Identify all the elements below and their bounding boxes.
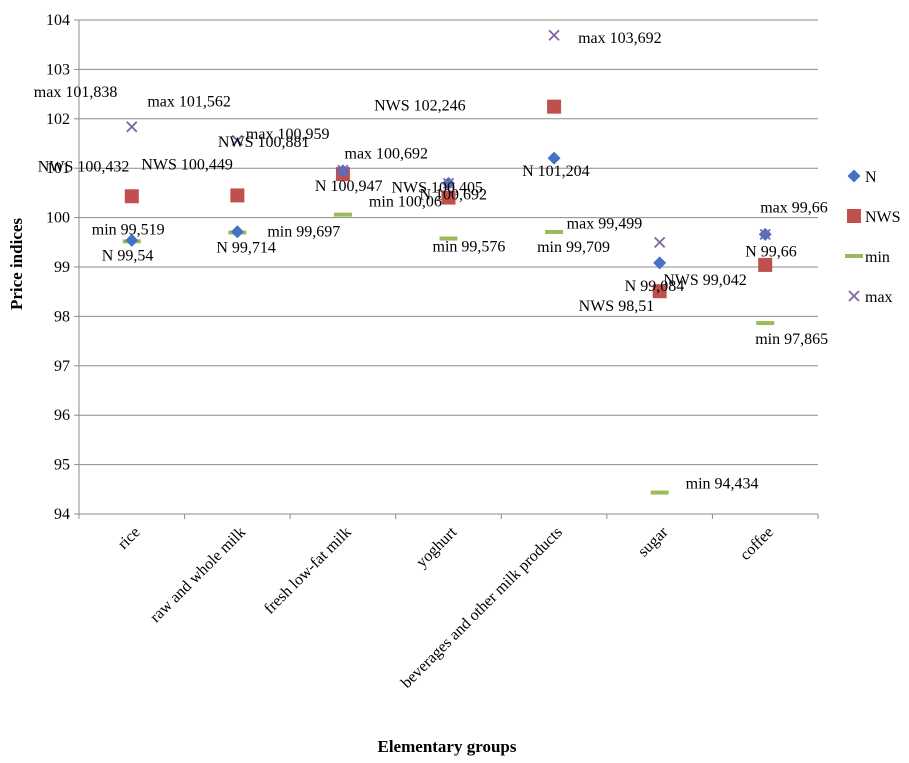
y-tick-label: 100: [46, 210, 70, 227]
legend-marker-max: [848, 290, 860, 302]
marker-max: [548, 29, 560, 41]
y-tick-label: 97: [54, 358, 70, 375]
marker-nws: [124, 189, 139, 204]
data-label-n: N 99,54: [102, 247, 154, 264]
y-tick-label: 104: [46, 12, 70, 29]
data-label-nws: NWS 100,449: [141, 156, 233, 173]
marker-max: [442, 177, 455, 190]
legend-marker-nws: [847, 209, 861, 223]
x-category-label: coffee: [737, 524, 777, 564]
x-axis-title: Elementary groups: [378, 737, 517, 756]
data-label-nws: NWS 100,881: [218, 134, 310, 151]
legend-marker-n: [847, 169, 861, 183]
y-tick-label: 95: [54, 457, 70, 474]
data-label-n: N 99,714: [216, 240, 276, 257]
x-category-label: rice: [115, 524, 144, 553]
y-tick-labels: 94 95 96 97 98 99 100 101 102 103 104: [46, 12, 70, 523]
marker-nws: [547, 99, 562, 114]
data-label-min: min 100,06: [369, 194, 442, 211]
data-label-nws: NWS 102,246: [374, 98, 466, 115]
y-tick-label: 101: [46, 160, 70, 177]
legend-label-max: max: [865, 289, 893, 306]
data-label-max: max 101,838: [34, 84, 118, 101]
data-label-max: max 99,66: [760, 199, 828, 216]
marker-n: [230, 225, 244, 239]
data-markers: [122, 29, 775, 495]
x-category-labels: rice raw and whole milk fresh low-fat milk…: [115, 523, 777, 691]
y-tick-label: 98: [54, 308, 70, 325]
marker-n: [125, 233, 139, 247]
data-label-n: N 100,692: [420, 186, 488, 203]
marker-nws: [652, 284, 667, 299]
marker-nws: [230, 188, 245, 203]
marker-max: [337, 164, 349, 176]
data-label-n: N 101,204: [522, 163, 590, 180]
marker-nws: [758, 257, 773, 272]
data-label-min: min 99,576: [433, 239, 506, 256]
data-label-max: max 99,499: [567, 215, 643, 232]
y-tick-label: 102: [46, 111, 70, 128]
y-tick-label: 94: [54, 506, 70, 523]
marker-max: [231, 134, 243, 147]
x-category-label: raw and whole milk: [147, 524, 249, 626]
marker-n: [547, 151, 561, 165]
legend-label-min: min: [865, 249, 890, 266]
marker-min: [545, 229, 564, 234]
data-label-min: min 99,519: [92, 221, 165, 238]
marker-nws: [441, 190, 456, 205]
marker-min: [439, 236, 458, 241]
data-label-n: N 99,66: [745, 243, 797, 260]
data-label-nws: NWS 99,042: [663, 272, 747, 289]
x-category-label: fresh low-fat milk: [261, 524, 355, 618]
x-category-label: sugar: [635, 523, 672, 560]
legend-label-nws: NWS: [865, 209, 901, 226]
legend-label-n: N: [865, 169, 877, 186]
y-axis-title: Price indices: [7, 218, 26, 310]
marker-min: [756, 321, 775, 326]
data-label-nws: NWS 100,432: [38, 158, 130, 175]
y-tick-label: 99: [54, 259, 70, 276]
data-label-min: min 97,865: [755, 331, 828, 348]
data-labels: N 99,54 N 99,714 N 100,947 N 100,692 N 101,2…: [34, 30, 828, 492]
marker-min: [333, 212, 352, 217]
legend: N NWS min max: [845, 169, 901, 306]
data-label-min: min 99,697: [267, 224, 340, 241]
data-label-max: max 100,692: [345, 145, 429, 162]
y-tick-label: 103: [46, 61, 70, 78]
data-label-min: min 94,434: [686, 476, 759, 493]
marker-max: [759, 228, 771, 241]
marker-n: [653, 256, 667, 270]
data-label-nws: NWS 98,51: [579, 298, 655, 315]
data-label-max: max 101,562: [147, 93, 231, 110]
marker-max: [126, 121, 138, 133]
x-category-label: yoghurt: [413, 523, 461, 571]
marker-min: [650, 490, 669, 495]
data-label-n: N 100,947: [315, 178, 383, 195]
legend-marker-min: [845, 254, 863, 258]
data-label-max: max 103,692: [578, 30, 662, 47]
y-tick-label: 96: [54, 407, 70, 424]
gridlines: [79, 19, 818, 515]
marker-max: [654, 236, 666, 248]
data-label-max: max 100,959: [246, 126, 330, 143]
axes: [74, 19, 819, 519]
data-label-min: min 99,709: [537, 239, 610, 256]
data-label-nws: NWS 100,405: [392, 180, 484, 197]
data-label-n: N 99,084: [625, 278, 685, 295]
